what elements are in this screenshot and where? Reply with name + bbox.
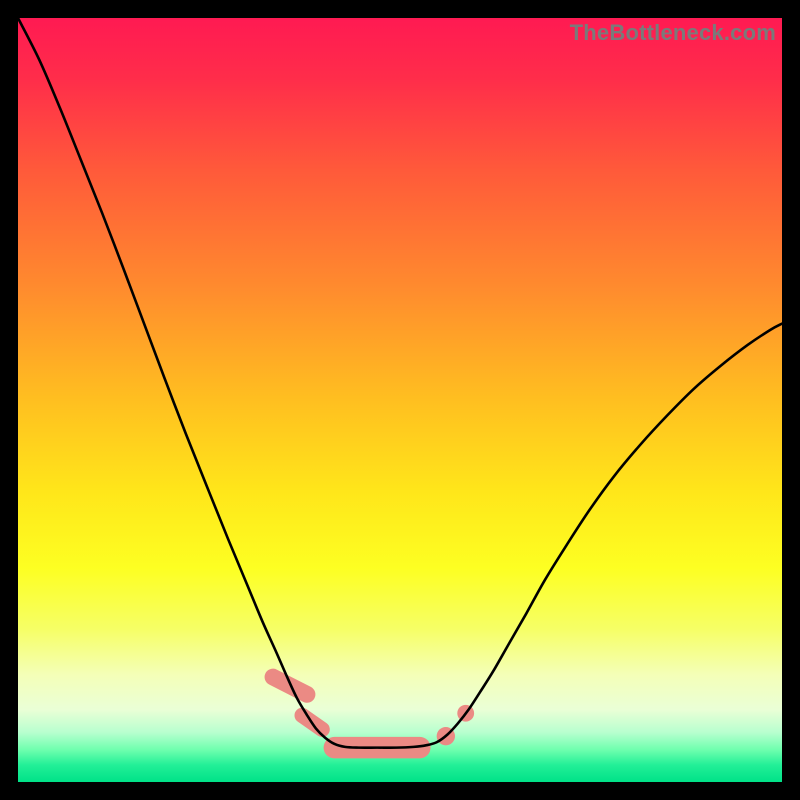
chart-frame: [18, 18, 782, 782]
bottleneck-curve: [18, 18, 782, 748]
highlight-markers: [262, 666, 474, 759]
watermark-text: TheBottleneck.com: [570, 20, 776, 46]
